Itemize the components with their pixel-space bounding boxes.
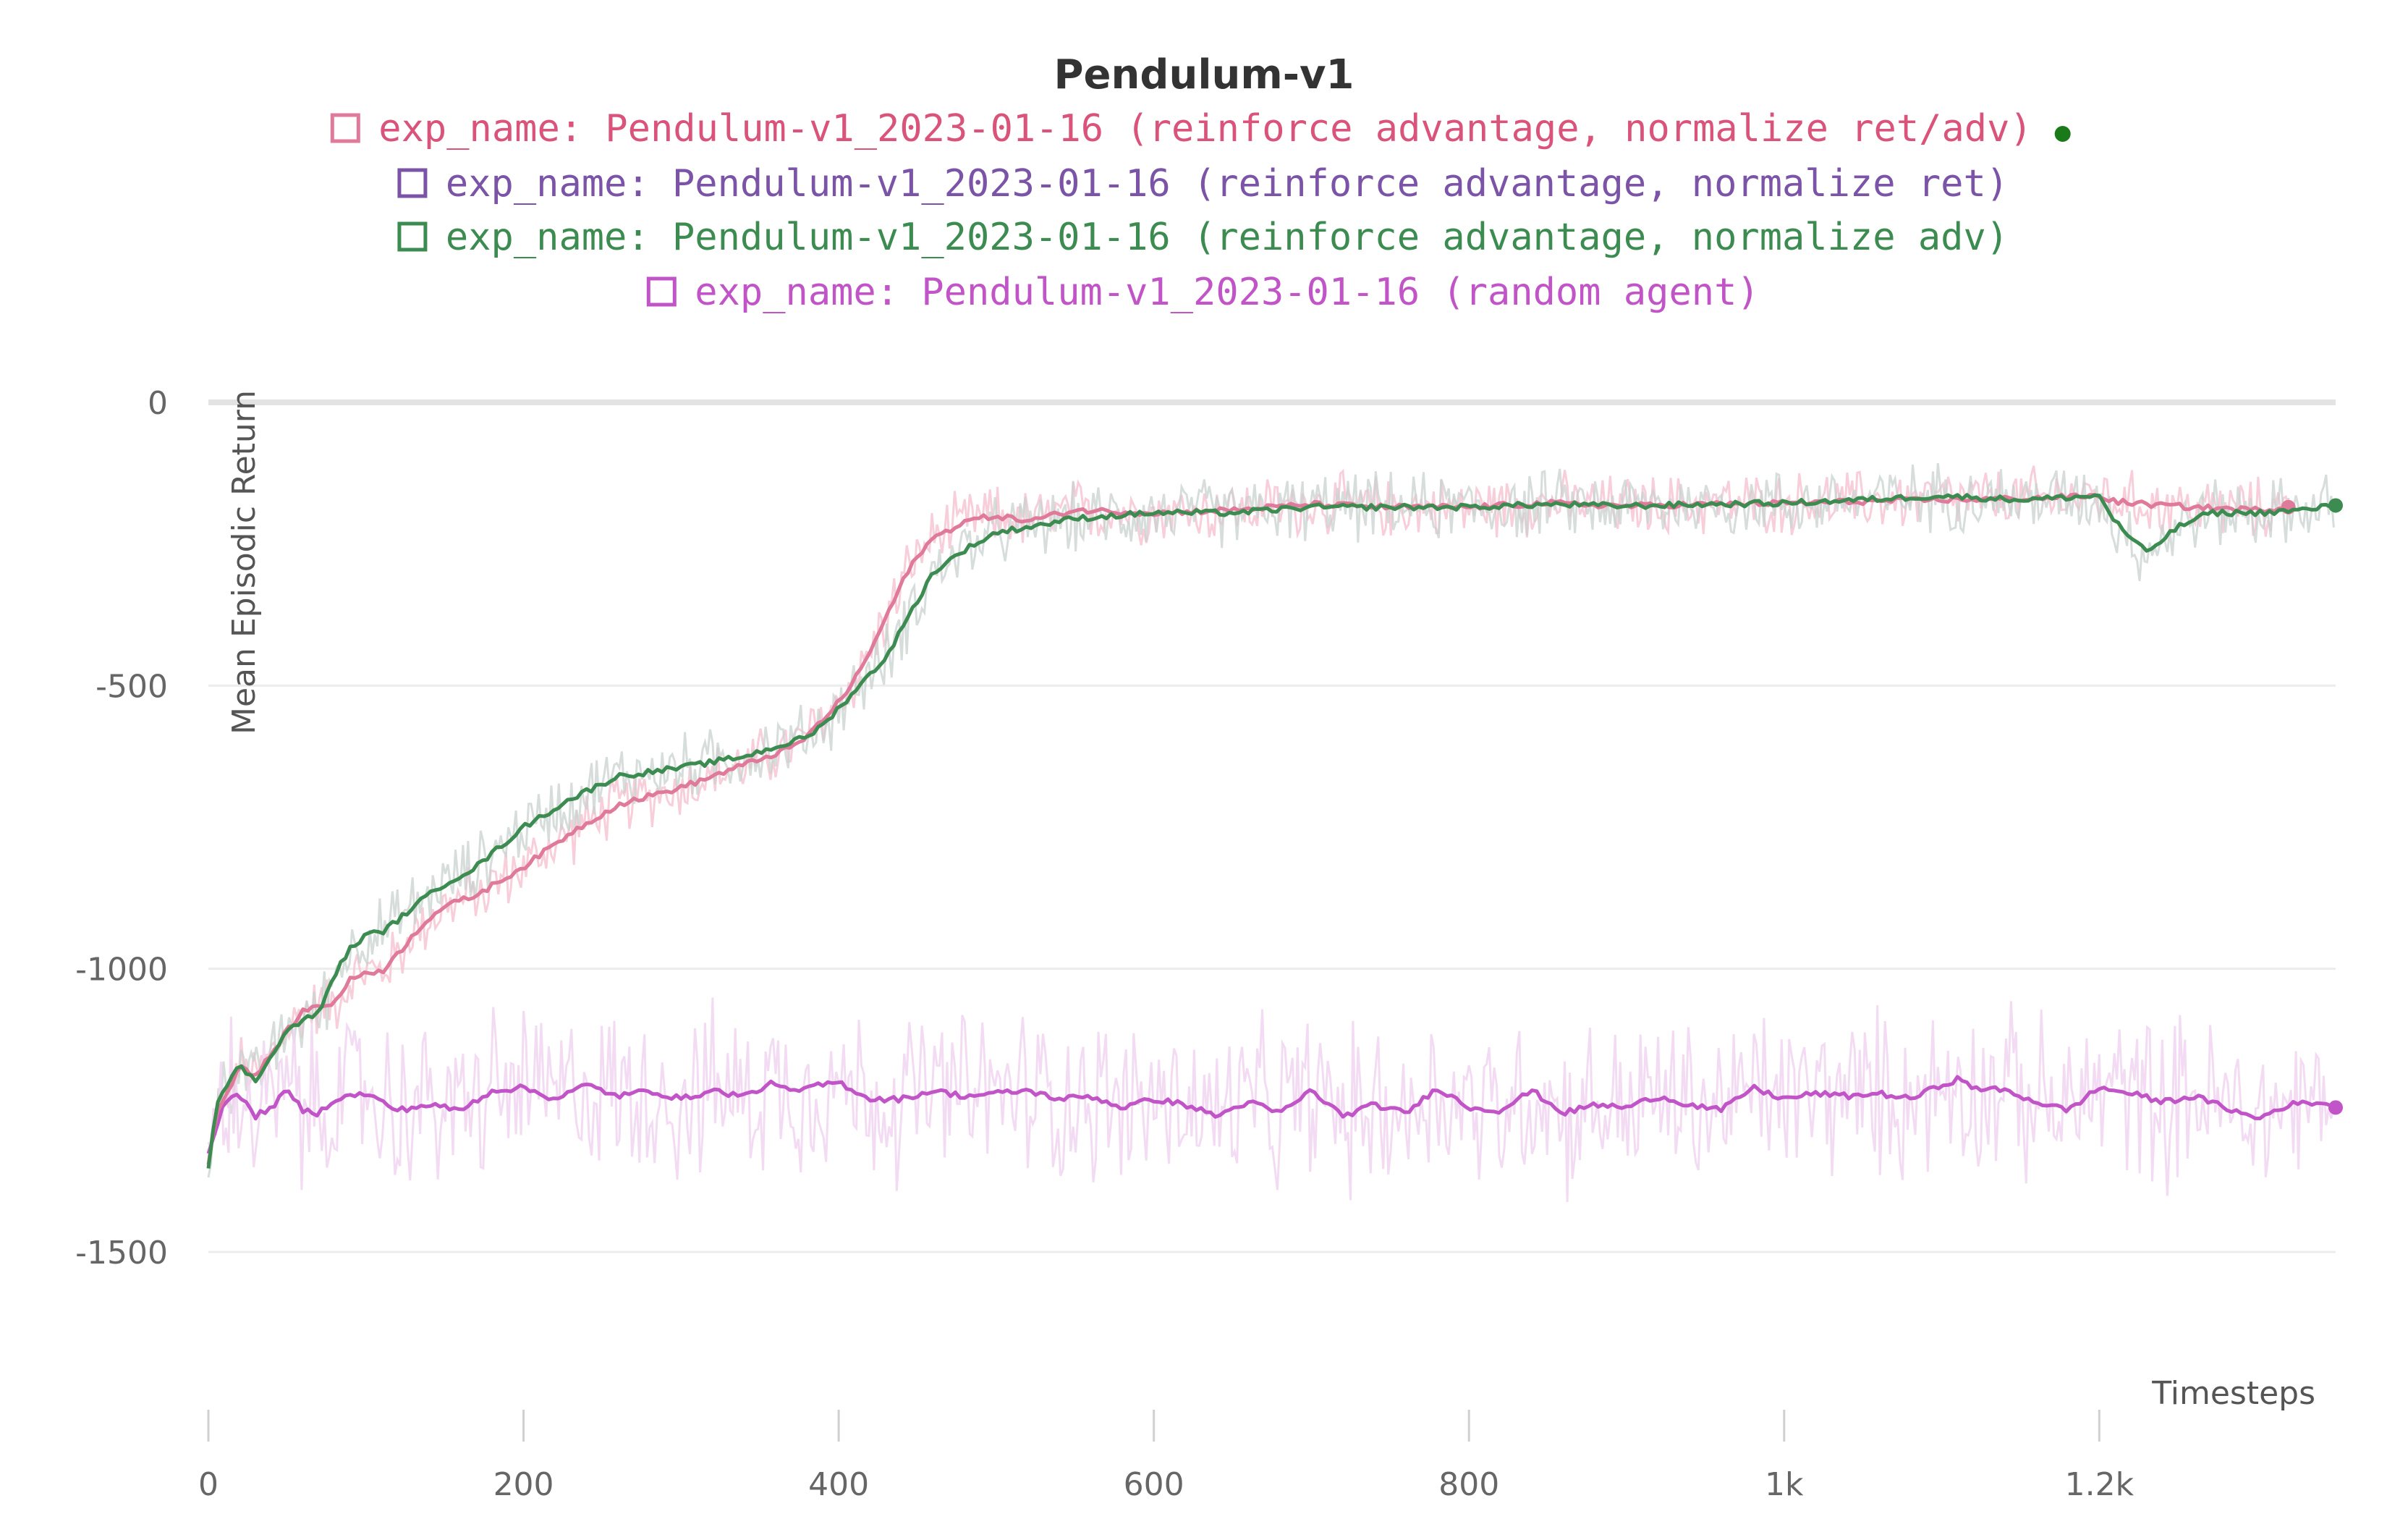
y-tick-label: 0 [148, 385, 168, 422]
y-tick-label: -1500 [75, 1235, 168, 1272]
legend-item[interactable]: exp_name: Pendulum-v1_2023-01-16 (reinfo… [330, 107, 2071, 151]
x-axis-label: Timesteps [2151, 1375, 2315, 1412]
legend: exp_name: Pendulum-v1_2023-01-16 (reinfo… [330, 107, 2071, 314]
series-end-point[interactable] [2328, 498, 2343, 513]
x-tick-label: 200 [493, 1466, 554, 1503]
y-tick-label: -500 [96, 668, 168, 705]
series-line[interactable] [206, 1075, 2338, 1154]
y-axis-label: Mean Episodic Return [226, 390, 263, 735]
x-tick-label: 600 [1124, 1466, 1184, 1503]
x-tick-label: 800 [1438, 1466, 1499, 1503]
grid [208, 399, 2336, 1253]
legend-label: exp_name: Pendulum-v1_2023-01-16 (reinfo… [378, 107, 2032, 151]
legend-item[interactable]: exp_name: Pendulum-v1_2023-01-16 (reinfo… [397, 216, 2009, 259]
y-axis-ticks: 0 -500 -1000 -1500 [75, 385, 168, 1272]
x-tick-label: 1.2k [2065, 1466, 2134, 1503]
series-lines [206, 492, 2343, 1169]
legend-label: exp_name: Pendulum-v1_2023-01-16 (reinfo… [446, 216, 2009, 259]
legend-swatch [330, 113, 360, 143]
legend-item[interactable]: exp_name: Pendulum-v1_2023-01-16 (reinfo… [397, 162, 2009, 206]
series-noise-band [207, 997, 2335, 1203]
legend-swatch [397, 168, 428, 198]
legend-swatch [646, 276, 677, 307]
legend-swatch [397, 221, 428, 252]
x-tick-label: 400 [808, 1466, 869, 1503]
legend-item[interactable]: exp_name: Pendulum-v1_2023-01-16 (random… [646, 271, 1760, 314]
x-tick-label: 1k [1765, 1466, 1804, 1503]
series-noise-band [207, 465, 2290, 1162]
y-tick-label: -1000 [75, 952, 168, 989]
x-axis-ticks: 0 200 400 600 800 1k 1.2k [198, 1410, 2134, 1503]
x-tick-label: 0 [198, 1466, 219, 1503]
legend-label: exp_name: Pendulum-v1_2023-01-16 (random… [695, 271, 1759, 314]
legend-active-dot [2054, 126, 2071, 142]
series-line[interactable] [206, 493, 2338, 1169]
chart-title: Pendulum-v1 [1054, 51, 1354, 98]
series-end-point[interactable] [2328, 1100, 2343, 1115]
legend-label: exp_name: Pendulum-v1_2023-01-16 (reinfo… [446, 162, 2009, 206]
